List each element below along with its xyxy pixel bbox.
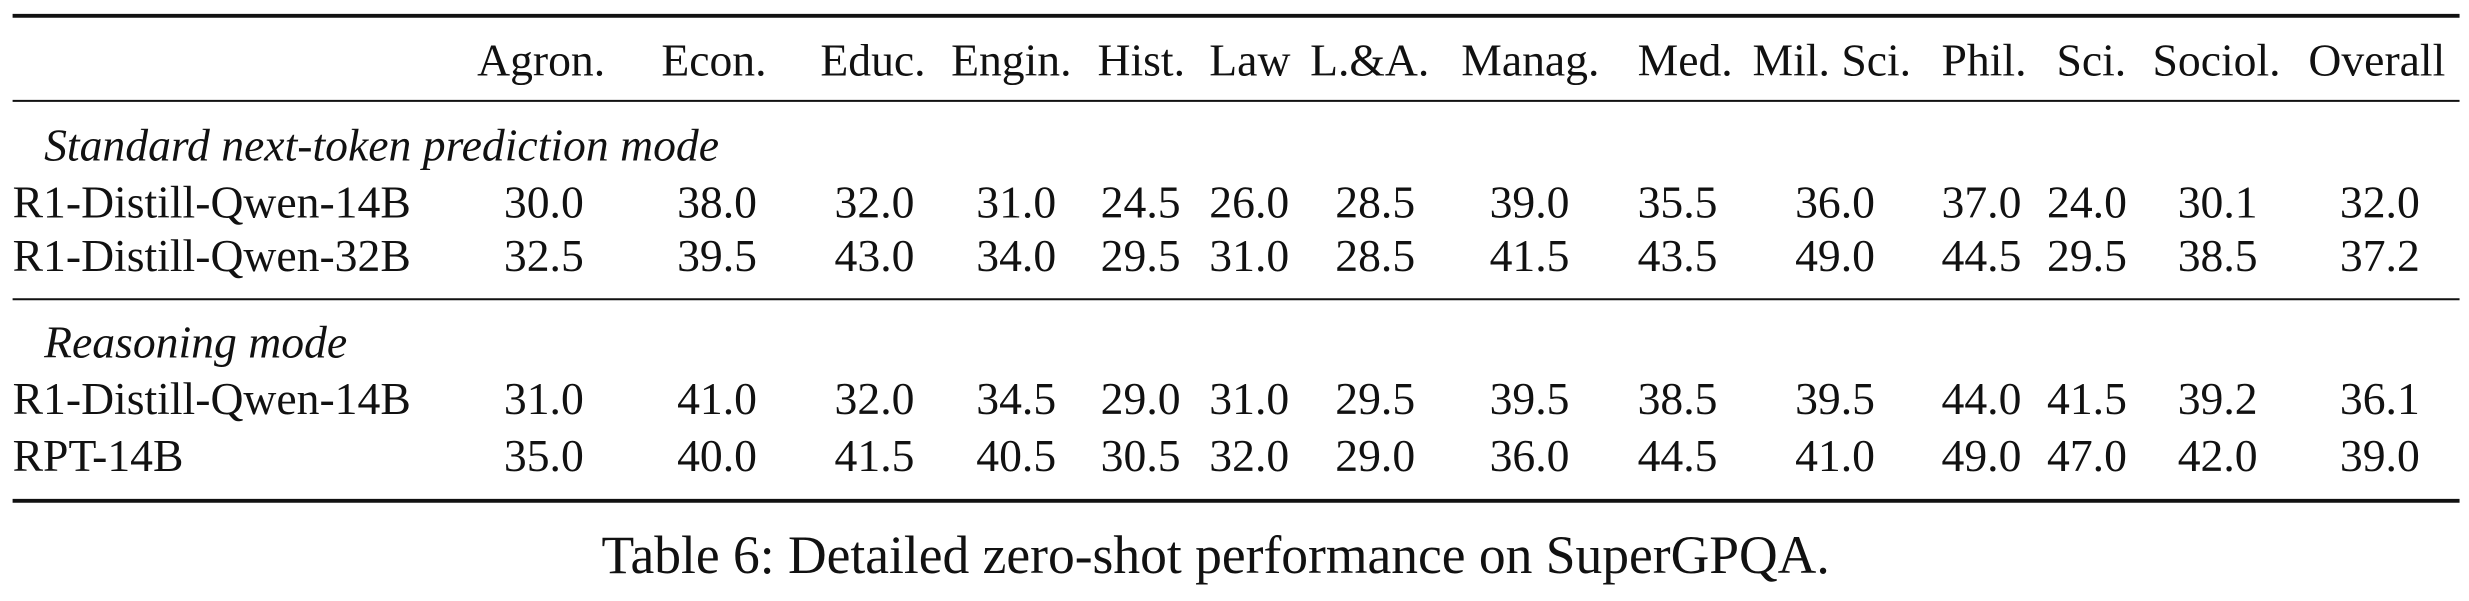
cell-value: 32.0	[1209, 430, 1289, 481]
model-name: RPT-14B	[13, 430, 184, 481]
cell-value: 44.5	[1638, 430, 1718, 481]
cell-value: 44.5	[1942, 230, 2022, 281]
column-header: Agron.	[477, 35, 605, 86]
column-header: Manag.	[1461, 35, 1599, 86]
cell-value: 32.0	[2340, 176, 2420, 227]
cell-value: 49.0	[1942, 430, 2022, 481]
cell-value: 29.0	[1335, 430, 1415, 481]
cell-value: 35.5	[1638, 176, 1718, 227]
cell-value: 24.5	[1101, 176, 1181, 227]
cell-value: 42.0	[2178, 430, 2258, 481]
cell-value: 41.5	[835, 430, 915, 481]
cell-value: 29.5	[2047, 230, 2127, 281]
cell-value: 29.5	[1335, 373, 1415, 424]
cell-value: 37.2	[2340, 230, 2420, 281]
cell-value: 38.0	[677, 176, 757, 227]
cell-value: 32.0	[835, 373, 915, 424]
cell-value: 36.1	[2340, 373, 2420, 424]
cell-value: 39.5	[1795, 373, 1875, 424]
column-header: Sociol.	[2153, 35, 2281, 86]
cell-value: 38.5	[1638, 373, 1718, 424]
cell-value: 36.0	[1490, 430, 1570, 481]
column-header: Econ.	[661, 35, 766, 86]
cell-value: 34.5	[976, 373, 1056, 424]
cell-value: 39.5	[677, 230, 757, 281]
cell-value: 41.0	[1795, 430, 1875, 481]
cell-value: 32.5	[504, 230, 584, 281]
cell-value: 24.0	[2047, 176, 2127, 227]
cell-value: 26.0	[1209, 176, 1289, 227]
cell-value: 40.0	[677, 430, 757, 481]
cell-value: 43.5	[1638, 230, 1718, 281]
column-header: Med.	[1638, 35, 1733, 86]
column-header: Law	[1209, 35, 1290, 86]
caption: Table 6: Detailed zero-shot performance …	[602, 525, 1830, 585]
model-name: R1-Distill-Qwen-14B	[13, 373, 411, 424]
cell-value: 28.5	[1335, 176, 1415, 227]
cell-value: 31.0	[1209, 373, 1289, 424]
column-header: L.&A.	[1310, 35, 1429, 86]
cell-value: 35.0	[504, 430, 584, 481]
cell-value: 30.1	[2178, 176, 2258, 227]
group-label: Standard next-token prediction mode	[44, 120, 719, 171]
cell-value: 41.0	[677, 373, 757, 424]
column-header: Hist.	[1098, 35, 1186, 86]
cell-value: 29.0	[1101, 373, 1181, 424]
cell-value: 41.5	[1490, 230, 1570, 281]
cell-value: 37.0	[1942, 176, 2022, 227]
cell-value: 39.0	[1490, 176, 1570, 227]
cell-value: 34.0	[976, 230, 1056, 281]
cell-value: 36.0	[1795, 176, 1875, 227]
model-name: R1-Distill-Qwen-32B	[13, 230, 411, 281]
cell-value: 29.5	[1101, 230, 1181, 281]
column-header: Educ.	[820, 35, 925, 86]
cell-value: 39.0	[2340, 430, 2420, 481]
column-header: Phil.	[1942, 35, 2027, 86]
cell-value: 39.2	[2178, 373, 2258, 424]
cell-value: 31.0	[976, 176, 1056, 227]
cell-value: 40.5	[976, 430, 1056, 481]
model-name: R1-Distill-Qwen-14B	[13, 176, 411, 227]
column-header: Overall	[2308, 35, 2445, 86]
cell-value: 28.5	[1335, 230, 1415, 281]
cell-value: 30.0	[504, 176, 584, 227]
group-label: Reasoning mode	[43, 317, 347, 368]
column-header: Engin.	[951, 35, 1071, 86]
cell-value: 38.5	[2178, 230, 2258, 281]
column-header: Sci.	[2056, 35, 2126, 86]
cell-value: 31.0	[504, 373, 584, 424]
cell-value: 41.5	[2047, 373, 2127, 424]
cell-value: 39.5	[1490, 373, 1570, 424]
cell-value: 31.0	[1209, 230, 1289, 281]
cell-value: 47.0	[2047, 430, 2127, 481]
cell-value: 30.5	[1101, 430, 1181, 481]
column-header: Mil. Sci.	[1753, 35, 1912, 86]
cell-value: 43.0	[835, 230, 915, 281]
cell-value: 49.0	[1795, 230, 1875, 281]
cell-value: 32.0	[835, 176, 915, 227]
cell-value: 44.0	[1942, 373, 2022, 424]
